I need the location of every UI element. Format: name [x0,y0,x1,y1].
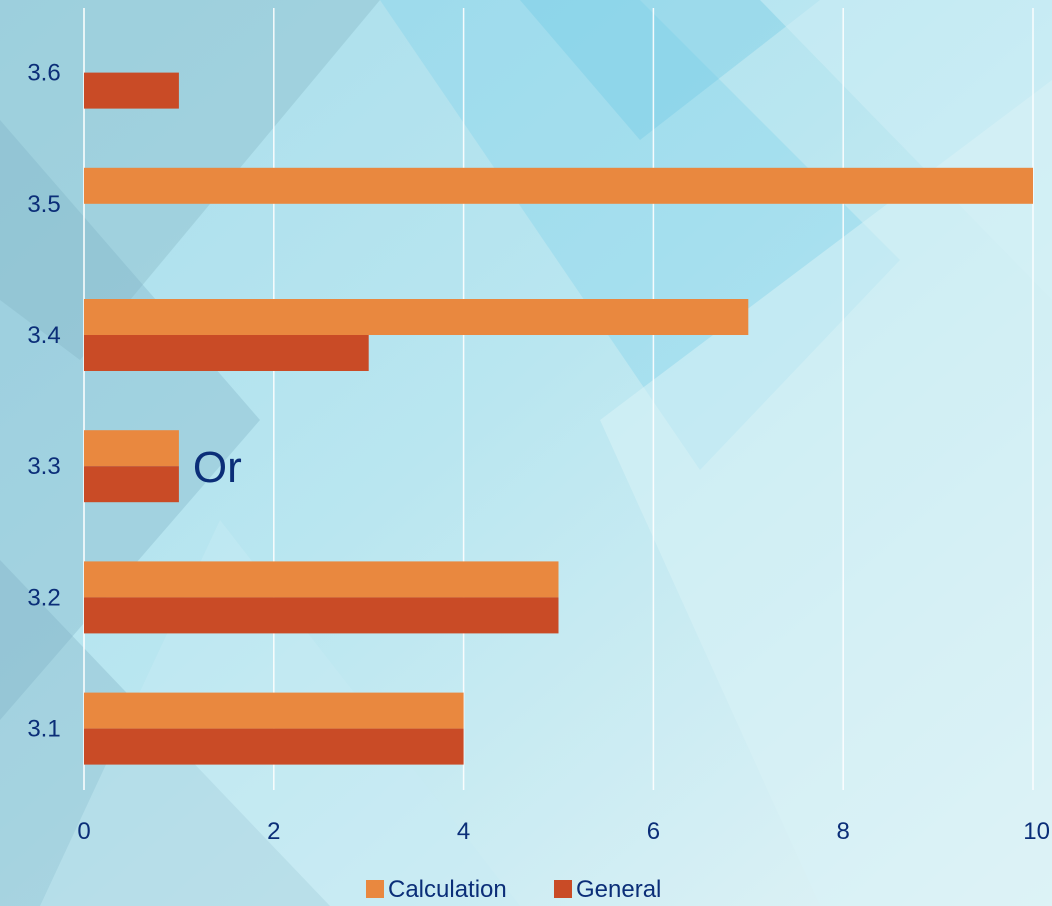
bar-general-3-3 [84,466,179,503]
x-tick-label: 0 [77,818,90,845]
legend-swatch-calculation [366,880,384,898]
x-tick-label: 8 [837,818,850,845]
y-tick-label: 3.4 [27,322,60,349]
x-tick-label: 6 [647,818,660,845]
bar-general-3-2 [84,597,559,634]
bar-calculation-3-3 [84,430,179,467]
y-tick-label: 3.6 [27,60,60,87]
y-tick-label: 3.3 [27,453,60,480]
bar-general-3-4 [84,335,369,371]
bar-general-3-1 [84,728,464,765]
legend: Calculation General [366,876,661,903]
annotations: Or [193,443,242,492]
bar-calculation-3-1 [84,692,464,729]
legend-label-general: General [576,876,661,903]
legend-label-calculation: Calculation [388,876,507,903]
x-tick-label: 4 [457,818,470,845]
x-tick-label: 2 [267,818,280,845]
y-tick-label: 3.2 [27,584,60,611]
gridlines [83,8,1034,790]
y-tick-labels: 3.1 3.2 3.3 3.4 3.5 3.6 [27,60,60,743]
y-tick-label: 3.5 [27,191,60,218]
x-tick-label: 10 [1023,818,1050,845]
bar-general-3-6 [84,72,179,109]
bar-calculation-3-4 [84,299,749,335]
bar-calculation-3-5 [84,167,1033,204]
legend-swatch-general [554,880,572,898]
y-tick-label: 3.1 [27,716,60,743]
annotation-text: Or [193,443,242,492]
bar-calculation-3-2 [84,561,559,598]
x-tick-labels: 0 2 4 6 8 10 [77,818,1050,845]
bars [84,72,1033,765]
